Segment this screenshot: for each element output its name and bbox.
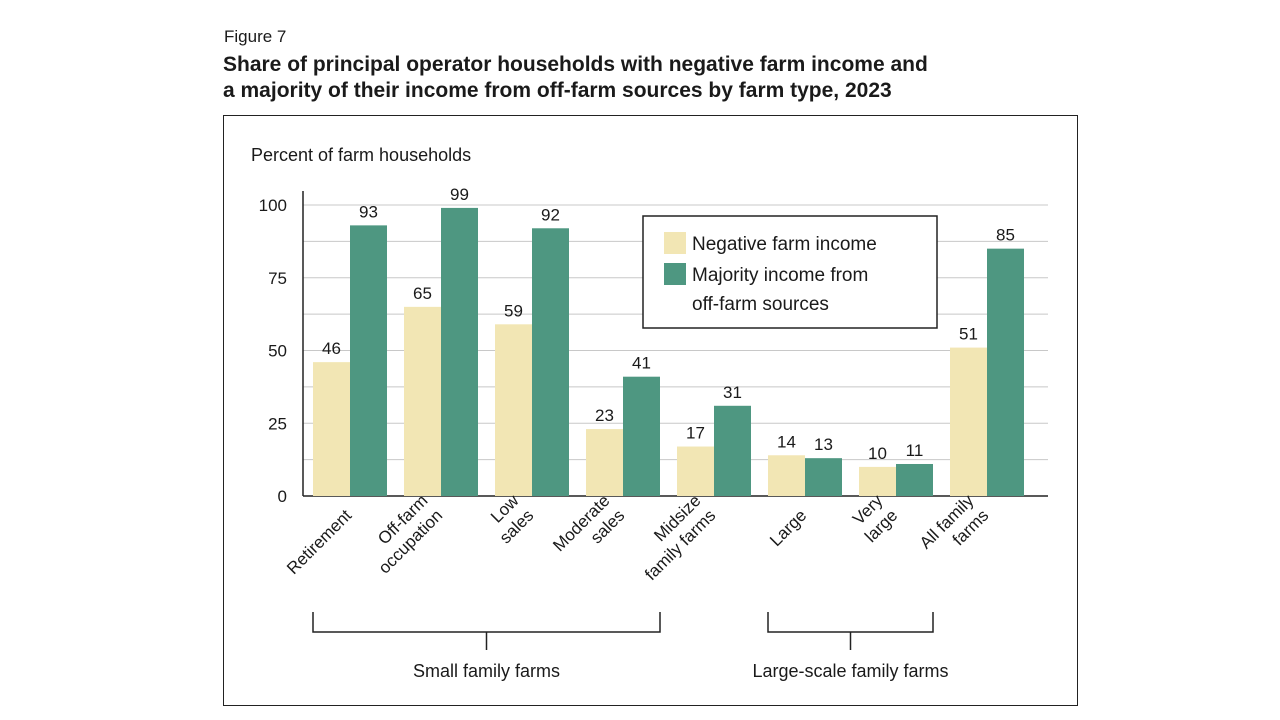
- y-tick-label: 25: [268, 414, 287, 433]
- category-label-5: Large: [766, 506, 810, 550]
- data-label-majority-2: 92: [541, 205, 560, 224]
- bars: [313, 207, 1024, 496]
- legend-swatch-0: [664, 232, 686, 254]
- data-label-negative-3: 23: [595, 406, 614, 425]
- category-label-0: Retirement: [283, 506, 355, 578]
- figure-title-line-1: Share of principal operator households w…: [223, 53, 928, 76]
- data-labels: 46 93 65 99 59 92 23 41 17 31 14 13 10 11 51 85: [322, 185, 1015, 463]
- bar-negative-0: [313, 362, 350, 496]
- data-label-majority-1: 99: [450, 185, 469, 204]
- bracket-line: [312, 612, 661, 633]
- figure-title: Share of principal operator households w…: [223, 52, 1103, 104]
- bar-negative-5: [768, 455, 805, 496]
- legend-label-1: Majority income from: [692, 265, 868, 286]
- y-tick-label: 100: [259, 196, 287, 215]
- bar-negative-1: [404, 306, 441, 496]
- category-groups: Small family farms Large-scale family far…: [312, 612, 949, 681]
- data-label-negative-1: 65: [413, 284, 432, 303]
- y-axis-label: Percent of farm households: [251, 145, 471, 165]
- bar-majority-0: [350, 225, 387, 496]
- data-label-negative-4: 17: [686, 424, 705, 443]
- bracket-line: [767, 612, 934, 633]
- figure-title-line-2: a majority of their income from off-farm…: [223, 79, 892, 102]
- bar-majority-2: [532, 228, 569, 496]
- data-label-majority-6: 11: [906, 441, 924, 460]
- y-tick-label: 50: [268, 342, 287, 361]
- legend-box: [642, 215, 938, 329]
- data-label-negative-7: 51: [959, 325, 978, 344]
- bar-negative-7: [950, 347, 987, 496]
- bar-negative-3: [586, 429, 623, 496]
- data-label-majority-5: 13: [814, 435, 833, 454]
- data-label-negative-5: 14: [777, 432, 796, 451]
- group-bracket-1: Large-scale family farms: [752, 612, 949, 681]
- group-label: Large-scale family farms: [752, 661, 948, 681]
- data-label-majority-0: 93: [359, 202, 378, 221]
- category-label-line: Retirement: [283, 506, 355, 578]
- group-bracket-0: Small family farms: [312, 612, 661, 681]
- legend-swatch-1: [664, 263, 686, 285]
- bar-majority-5: [805, 458, 842, 496]
- data-label-majority-3: 41: [632, 354, 651, 373]
- bar-majority-6: [896, 463, 933, 496]
- chart-frame: [223, 115, 1078, 706]
- bar-majority-3: [623, 376, 660, 496]
- bar-majority-4: [714, 405, 751, 496]
- category-label-line: Large: [766, 506, 810, 550]
- data-label-majority-4: 31: [723, 383, 742, 402]
- data-label-negative-0: 46: [322, 339, 341, 358]
- legend: Negative farm income Majority income from…: [642, 215, 938, 329]
- bar-negative-6: [859, 466, 896, 496]
- bar-majority-7: [987, 248, 1024, 496]
- bar-majority-1: [441, 207, 478, 496]
- data-label-negative-2: 59: [504, 301, 523, 320]
- legend-label-0: Negative farm income: [692, 234, 877, 255]
- bar-negative-4: [677, 446, 714, 496]
- y-tick-label: 0: [278, 487, 287, 506]
- data-label-negative-6: 10: [868, 444, 887, 463]
- group-label: Small family farms: [413, 661, 560, 681]
- y-tick-label: 75: [268, 269, 287, 288]
- legend-label-1: off-farm sources: [692, 294, 829, 315]
- data-label-majority-7: 85: [996, 226, 1015, 245]
- bar-negative-2: [495, 324, 532, 496]
- figure-number: Figure 7: [224, 27, 287, 46]
